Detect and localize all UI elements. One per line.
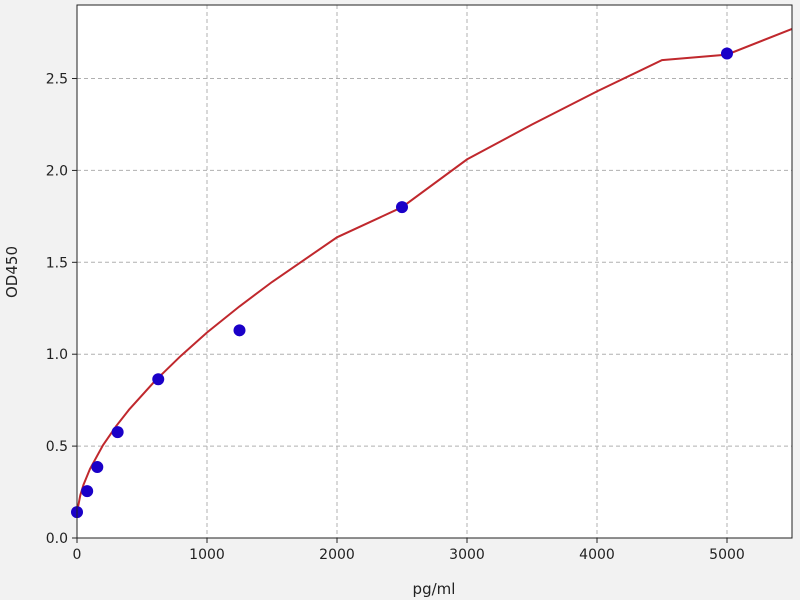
data-point bbox=[233, 324, 246, 337]
y-axis: 0.0 0.5 1.0 1.5 2.0 2.5 bbox=[46, 72, 77, 547]
y-tick-label: 1.5 bbox=[46, 255, 68, 271]
data-point bbox=[396, 201, 408, 214]
y-tick-label: 1.0 bbox=[46, 347, 68, 363]
data-point bbox=[111, 426, 124, 439]
x-axis-label: pg/ml bbox=[413, 580, 456, 598]
x-tick-label: 5000 bbox=[709, 547, 745, 563]
y-tick-label: 0.0 bbox=[46, 531, 68, 547]
y-tick-label: 2.0 bbox=[46, 163, 68, 179]
data-point bbox=[91, 461, 104, 474]
plot-frame bbox=[76, 4, 793, 539]
data-point bbox=[152, 373, 165, 386]
y-tick-label: 0.5 bbox=[46, 439, 68, 455]
y-tick-label: 2.5 bbox=[46, 72, 68, 88]
x-tick-label: 3000 bbox=[449, 547, 485, 563]
x-tick-label: 2000 bbox=[319, 547, 355, 563]
data-point bbox=[721, 47, 733, 60]
x-tick-label: 0 bbox=[73, 547, 82, 563]
x-tick-label: 1000 bbox=[189, 547, 225, 563]
x-tick-label: 4000 bbox=[579, 547, 615, 563]
y-axis-label: OD450 bbox=[3, 246, 21, 298]
plot-area bbox=[77, 5, 792, 538]
data-point bbox=[81, 485, 94, 498]
x-axis: 0 1000 2000 3000 4000 5000 bbox=[73, 538, 745, 563]
